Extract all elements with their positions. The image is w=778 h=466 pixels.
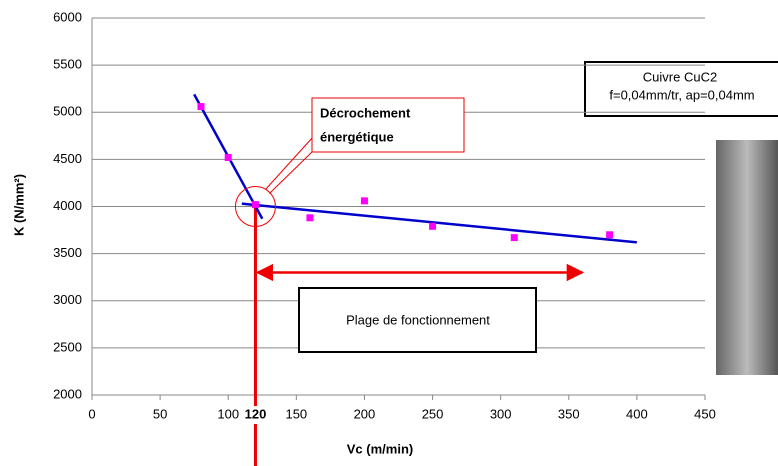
data-point — [606, 231, 614, 239]
marker-label-bg — [241, 406, 270, 424]
callout-line: énergétique — [320, 129, 394, 144]
callout-circle — [234, 186, 276, 227]
range-box — [298, 287, 537, 353]
y-tick-label: 5000 — [53, 104, 82, 119]
y-tick-label: 4500 — [53, 151, 82, 166]
x-tick-label: 300 — [490, 406, 512, 421]
data-point — [510, 234, 518, 242]
data-point — [306, 214, 314, 222]
callout-box — [311, 97, 465, 153]
y-tick-label: 2500 — [53, 339, 82, 354]
trend-line — [241, 202, 638, 244]
data-point — [360, 197, 368, 205]
y-tick-label: 6000 — [53, 9, 82, 24]
callout-line: Décrochement — [320, 105, 411, 120]
y-tick-label: 3500 — [53, 245, 82, 260]
data-point — [251, 201, 259, 209]
x-tick-label: 50 — [153, 406, 167, 421]
data-point — [197, 103, 205, 111]
material-box — [584, 61, 778, 117]
callout-leader — [265, 136, 314, 190]
marker-label: 120 — [245, 406, 267, 421]
y-axis-label: K (N/mm²) — [11, 174, 26, 236]
y-tick-label: 5500 — [53, 57, 82, 72]
y-tick-label: 4000 — [53, 198, 82, 213]
x-tick-label: 0 — [88, 406, 95, 421]
x-tick-label: 450 — [694, 406, 716, 421]
tool-photo — [716, 140, 778, 375]
x-tick-label: 350 — [558, 406, 580, 421]
y-tick-label: 3000 — [53, 292, 82, 307]
x-tick-label: 250 — [422, 406, 444, 421]
x-tick-label: 150 — [285, 406, 307, 421]
x-tick-label: 200 — [354, 406, 376, 421]
material-line: Cuivre CuC2 — [643, 69, 717, 84]
data-point — [224, 153, 232, 161]
x-tick-label: 400 — [626, 406, 648, 421]
x-tick-label: 100 — [217, 406, 239, 421]
range-label: Plage de fonctionnement — [346, 312, 490, 327]
callout-leader — [269, 150, 314, 194]
data-point — [429, 222, 437, 230]
y-tick-label: 2000 — [53, 386, 82, 401]
material-line: f=0,04mm/tr, ap=0,04mm — [609, 87, 754, 102]
x-axis-label: Vc (m/min) — [347, 441, 413, 456]
